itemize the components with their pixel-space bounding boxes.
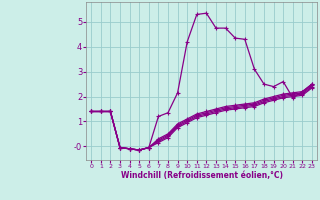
X-axis label: Windchill (Refroidissement éolien,°C): Windchill (Refroidissement éolien,°C) xyxy=(121,171,283,180)
